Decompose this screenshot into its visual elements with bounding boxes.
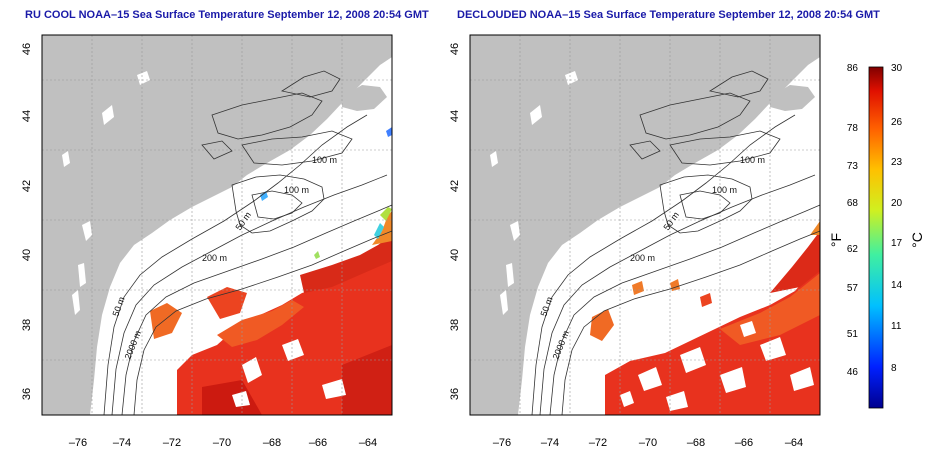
y-tick-label: 40 bbox=[449, 249, 461, 261]
x-tick-label: –74 bbox=[113, 437, 131, 449]
colorbar-gradient bbox=[868, 66, 884, 409]
map-frame bbox=[469, 34, 821, 416]
f-tick-label: 78 bbox=[847, 123, 859, 134]
x-tick-label: –76 bbox=[493, 437, 511, 449]
c-tick-label: 14 bbox=[891, 280, 903, 291]
x-tick-label: –64 bbox=[785, 437, 803, 449]
contour-label: 100 m bbox=[284, 185, 309, 195]
y-tick-label: 38 bbox=[449, 319, 461, 331]
y-tick-label: 46 bbox=[21, 43, 33, 55]
y-tick-label: 36 bbox=[449, 388, 461, 400]
contour-label: 100 m bbox=[712, 185, 737, 195]
c-tick-label: 11 bbox=[891, 321, 902, 332]
contour-label: 100 m bbox=[312, 155, 337, 165]
map-title-raw: RU COOL NOAA–15 Sea Surface Temperature … bbox=[25, 9, 429, 21]
f-tick-label: 57 bbox=[847, 283, 859, 294]
fahrenheit-ticks: 86 78 73 68 62 57 51 46 bbox=[847, 63, 859, 378]
c-tick-label: 23 bbox=[891, 157, 903, 168]
axes-raw: –76 –74 –72 –70 –68 –66 –64 36 38 40 42 … bbox=[21, 43, 377, 449]
y-tick-label: 46 bbox=[449, 43, 461, 55]
x-tick-label: –68 bbox=[687, 437, 705, 449]
celsius-unit-label: °C bbox=[909, 232, 925, 248]
f-tick-label: 51 bbox=[847, 329, 859, 340]
y-tick-label: 42 bbox=[21, 180, 33, 192]
contour-label: 200 m bbox=[630, 253, 655, 263]
axes-declouded: –76 –74 –72 –70 –68 –66 –64 36 38 40 42 … bbox=[449, 43, 803, 449]
y-tick-label: 44 bbox=[21, 110, 33, 122]
x-tick-label: –64 bbox=[359, 437, 377, 449]
c-tick-label: 26 bbox=[891, 117, 903, 128]
c-tick-label: 30 bbox=[891, 63, 903, 74]
f-tick-label: 86 bbox=[847, 63, 859, 74]
x-tick-label: –68 bbox=[263, 437, 281, 449]
y-tick-label: 44 bbox=[449, 110, 461, 122]
x-tick-label: –74 bbox=[541, 437, 559, 449]
c-tick-label: 20 bbox=[891, 198, 903, 209]
y-tick-label: 38 bbox=[21, 319, 33, 331]
map-panel-raw: 100 m 100 m 50 m 200 m 50 m 2000 m bbox=[41, 34, 393, 416]
celsius-ticks: 30 26 23 20 17 14 11 8 bbox=[891, 63, 903, 374]
y-tick-label: 36 bbox=[21, 388, 33, 400]
sst-data-layer bbox=[150, 127, 392, 415]
map-title-declouded: DECLOUDED NOAA–15 Sea Surface Temperatur… bbox=[457, 9, 880, 21]
x-tick-label: –70 bbox=[639, 437, 657, 449]
x-tick-label: –66 bbox=[309, 437, 327, 449]
map-frame bbox=[41, 34, 393, 416]
x-tick-label: –76 bbox=[69, 437, 87, 449]
fahrenheit-unit-label: °F bbox=[828, 233, 844, 247]
contour-label: 100 m bbox=[740, 155, 765, 165]
x-tick-label: –66 bbox=[735, 437, 753, 449]
c-tick-label: 17 bbox=[891, 238, 903, 249]
y-tick-label: 42 bbox=[449, 180, 461, 192]
x-tick-label: –72 bbox=[163, 437, 181, 449]
colorbar: 86 78 73 68 62 57 51 46 30 26 23 20 17 1… bbox=[828, 63, 925, 409]
f-tick-label: 73 bbox=[847, 161, 859, 172]
f-tick-label: 46 bbox=[847, 367, 859, 378]
y-tick-label: 40 bbox=[21, 249, 33, 261]
f-tick-label: 68 bbox=[847, 198, 859, 209]
f-tick-label: 62 bbox=[847, 244, 859, 255]
map-panel-declouded: 100 m 100 m 50 m 200 m 50 m 2000 m bbox=[469, 34, 821, 416]
x-tick-label: –70 bbox=[213, 437, 231, 449]
contour-label: 200 m bbox=[202, 253, 227, 263]
c-tick-label: 8 bbox=[891, 363, 897, 374]
x-tick-label: –72 bbox=[589, 437, 607, 449]
